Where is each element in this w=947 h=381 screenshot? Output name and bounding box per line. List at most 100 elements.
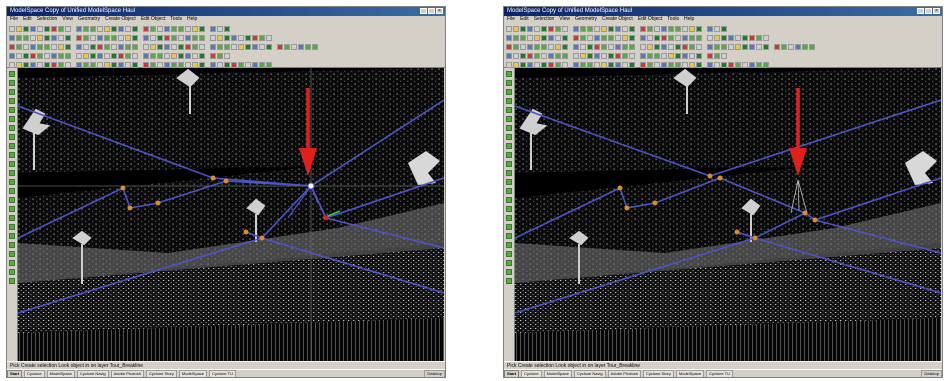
toolbar-button[interactable] [541,61,547,68]
toolbar-button[interactable] [756,61,762,68]
toolbar-button[interactable] [76,61,82,68]
toolbar-button[interactable] [735,43,741,50]
toolbar-button[interactable] [143,52,149,59]
left-tool-button[interactable] [9,170,15,176]
toolbar-button[interactable] [675,25,681,32]
toolbar-button[interactable] [76,34,82,41]
toolbar-button[interactable] [506,61,512,68]
toolbar-button[interactable] [259,34,265,41]
toolbar-button[interactable] [16,34,22,41]
toolbar-button[interactable] [224,43,230,50]
toolbar-button[interactable] [689,43,695,50]
toolbar-button[interactable] [224,61,230,68]
toolbar-button[interactable] [587,52,593,59]
toolbar-button[interactable] [164,34,170,41]
toolbar-button[interactable] [125,43,131,50]
toolbar-button[interactable] [210,34,216,41]
toolbar-button[interactable] [90,61,96,68]
toolbar-button[interactable] [562,52,568,59]
toolbar-button[interactable] [640,25,646,32]
toolbar-button[interactable] [30,43,36,50]
toolbar-button[interactable] [661,25,667,32]
toolbar-button[interactable] [647,61,653,68]
toolbar-button[interactable] [541,43,547,50]
left-tool-button[interactable] [9,161,15,167]
toolbar-button[interactable] [277,43,283,50]
toolbar-button[interactable] [164,52,170,59]
toolbar-button[interactable] [192,61,198,68]
toolbar-button[interactable] [527,34,533,41]
toolbar-button[interactable] [742,34,748,41]
toolbar-button[interactable] [30,61,36,68]
toolbar-button[interactable] [587,43,593,50]
toolbar-button[interactable] [756,34,762,41]
toolbar-button[interactable] [696,61,702,68]
toolbar-button[interactable] [111,25,117,32]
toolbar-button[interactable] [125,25,131,32]
menu-file[interactable]: File [10,16,19,22]
toolbar-button[interactable] [513,43,519,50]
left-tool-button[interactable] [9,143,15,149]
vertex-marker-icon[interactable] [259,235,265,241]
left-tool-button[interactable] [9,197,15,203]
toolbar-button[interactable] [696,34,702,41]
toolbar-button[interactable] [238,34,244,41]
left-tool-button[interactable] [9,179,15,185]
start-button[interactable]: Start [504,369,520,377]
toolbar-button[interactable] [199,61,205,68]
toolbar-button[interactable] [44,43,50,50]
toolbar-button[interactable] [44,52,50,59]
vertex-marker-icon[interactable] [752,235,758,241]
toolbar-button[interactable] [527,52,533,59]
left-tool-button[interactable] [506,125,512,131]
toolbar-button[interactable] [640,52,646,59]
toolbar-button[interactable] [562,34,568,41]
toolbar-button[interactable] [548,43,554,50]
toolbar-button[interactable] [682,34,688,41]
toolbar-button[interactable] [90,25,96,32]
toolbar-button[interactable] [51,25,57,32]
toolbar-button[interactable] [9,52,15,59]
toolbar-button[interactable] [707,43,713,50]
toolbar-button[interactable] [245,34,251,41]
toolbar-button[interactable] [143,25,149,32]
vertex-marker-icon[interactable] [210,175,216,181]
toolbar-button[interactable] [51,34,57,41]
toolbar-button[interactable] [640,43,646,50]
toolbar-button[interactable] [150,61,156,68]
toolbar-button[interactable] [654,52,660,59]
toolbar-button[interactable] [284,43,290,50]
taskbar-item[interactable]: ModelSpace [46,369,75,377]
taskbar-item[interactable]: Cyclone [521,369,542,377]
toolbar-button[interactable] [534,34,540,41]
toolbar-button[interactable] [111,34,117,41]
toolbar-button[interactable] [714,52,720,59]
toolbar-button[interactable] [580,34,586,41]
toolbar-button[interactable] [675,52,681,59]
left-tool-button[interactable] [9,206,15,212]
toolbar-button[interactable] [217,43,223,50]
toolbar-button[interactable] [76,43,82,50]
toolbar-button[interactable] [661,34,667,41]
toolbar-button[interactable] [728,34,734,41]
toolbar-button[interactable] [661,61,667,68]
left-tool-button[interactable] [9,152,15,158]
menu-help[interactable]: Help [186,16,198,22]
vertex-marker-icon[interactable] [127,205,133,211]
toolbar-button[interactable] [763,34,769,41]
toolbar-button[interactable] [520,25,526,32]
toolbar-button[interactable] [231,43,237,50]
menu-help[interactable]: Help [683,16,695,22]
toolbar-button[interactable] [615,43,621,50]
toolbar-button[interactable] [594,61,600,68]
toolbar-button[interactable] [125,34,131,41]
toolbar-button[interactable] [548,25,554,32]
left-tool-button[interactable] [9,242,15,248]
left-tool-button[interactable] [506,188,512,194]
toolbar-button[interactable] [682,52,688,59]
toolbar-button[interactable] [23,61,29,68]
toolbar-button[interactable] [714,43,720,50]
toolbar-button[interactable] [210,61,216,68]
point-cloud-viewport[interactable] [515,68,941,362]
point-cloud-viewport[interactable] [18,68,444,362]
